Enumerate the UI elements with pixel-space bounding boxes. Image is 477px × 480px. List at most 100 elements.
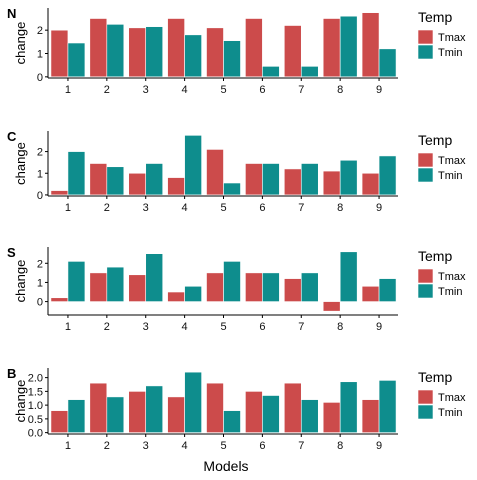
bar-tmin-6 (262, 272, 280, 302)
bar-tmin-4 (184, 34, 202, 78)
x-tick-label: 7 (298, 321, 304, 333)
bar-tmax-6 (245, 18, 263, 78)
y-tick-label: 0.0 (28, 428, 43, 440)
bar-tmin-8 (339, 15, 358, 78)
y-axis-title: change (13, 142, 28, 185)
bar-tmin-6 (262, 66, 280, 78)
legend-label-tmin: Tmin (438, 286, 462, 298)
x-tick-label: 1 (65, 202, 71, 214)
bar-tmin-4 (184, 285, 202, 302)
bar-tmax-7 (283, 382, 302, 433)
x-tick-label: 2 (104, 440, 110, 452)
x-axis-title: Models (203, 458, 248, 474)
x-tick-label: 5 (220, 321, 226, 333)
y-tick-label: 1 (37, 168, 43, 180)
y-tick-label: 1.5 (28, 386, 43, 398)
y-tick-label: 2.0 (28, 373, 43, 385)
bar-tmin-7 (300, 399, 319, 433)
x-tick-label: 2 (104, 202, 110, 214)
x-tick-label: 5 (220, 440, 226, 452)
bar-tmin-8 (339, 381, 358, 433)
bar-tmin-2 (106, 166, 125, 196)
bar-tmin-5 (223, 261, 241, 302)
legend-title: Temp (418, 369, 452, 385)
x-tick-label: 1 (65, 440, 71, 452)
legend-label-tmin: Tmin (438, 47, 462, 59)
legend-key-tmin (417, 167, 434, 183)
x-tick-label: 8 (337, 202, 343, 214)
bar-tmin-4 (184, 371, 202, 433)
x-tick-label: 6 (259, 84, 265, 96)
legend-label-tmin: Tmin (438, 407, 462, 419)
legend-label-tmax: Tmax (438, 155, 466, 167)
bar-tmax-5 (206, 27, 224, 78)
legend-title: Temp (418, 9, 452, 25)
x-tick-label: 4 (182, 84, 188, 96)
y-tick-label: 0 (37, 190, 43, 202)
bar-tmin-4 (184, 135, 202, 196)
y-tick-label: 0.5 (28, 414, 43, 426)
bar-tmax-3 (128, 27, 147, 78)
legend-key-tmin (417, 283, 434, 299)
bar-tmax-4 (167, 291, 185, 302)
bar-tmin-1 (67, 42, 86, 78)
legend-label-tmax: Tmax (438, 271, 466, 283)
bar-tmax-3 (128, 391, 147, 433)
legend-title: Temp (418, 248, 452, 264)
x-tick-label: 2 (104, 84, 110, 96)
bar-tmax-6 (245, 163, 263, 196)
x-tick-label: 3 (143, 202, 149, 214)
legend-key-tmax (417, 152, 434, 168)
bar-tmax-2 (89, 163, 108, 196)
x-tick-label: 1 (65, 84, 71, 96)
bar-tmin-6 (262, 395, 280, 433)
bar-tmin-2 (106, 24, 125, 78)
bar-tmin-5 (223, 182, 241, 196)
bar-tmax-7 (283, 278, 302, 302)
bar-tmin-6 (262, 163, 280, 196)
panel-label: N (7, 6, 16, 21)
x-tick-label: 1 (65, 321, 71, 333)
bar-tmax-4 (167, 177, 185, 196)
bar-tmin-7 (300, 66, 319, 78)
bar-tmin-9 (378, 380, 397, 433)
y-tick-label: 2 (37, 258, 43, 270)
bar-tmax-1 (50, 29, 69, 78)
bar-tmax-5 (206, 382, 224, 433)
bar-tmin-3 (145, 253, 164, 302)
bar-tmax-8 (322, 301, 341, 312)
legend-key-tmin (417, 404, 434, 420)
bar-tmin-3 (145, 26, 164, 78)
bar-tmin-1 (67, 261, 86, 302)
bar-tmin-9 (378, 278, 397, 302)
x-tick-label: 5 (220, 84, 226, 96)
x-tick-label: 3 (143, 84, 149, 96)
legend-key-tmax (417, 389, 434, 405)
x-tick-label: 4 (182, 202, 188, 214)
bar-tmin-2 (106, 396, 125, 433)
bar-tmax-1 (50, 190, 69, 196)
bar-tmax-9 (361, 172, 380, 196)
x-tick-label: 4 (182, 440, 188, 452)
x-tick-label: 3 (143, 321, 149, 333)
x-tick-label: 8 (337, 84, 343, 96)
bar-tmin-1 (67, 151, 86, 196)
bar-tmax-1 (50, 297, 69, 302)
bar-tmax-3 (128, 172, 147, 196)
y-tick-label: 1 (37, 49, 43, 61)
bar-tmax-1 (50, 410, 69, 433)
bar-tmax-7 (283, 168, 302, 196)
panel-label: B (7, 366, 16, 381)
legend-label-tmax: Tmax (438, 392, 466, 404)
bar-tmax-4 (167, 18, 185, 78)
x-tick-label: 2 (104, 321, 110, 333)
bar-tmax-7 (283, 25, 302, 78)
bar-tmax-4 (167, 396, 185, 433)
panel-label: S (7, 245, 16, 260)
legend-title: Temp (418, 132, 452, 148)
y-axis-title: change (13, 22, 28, 65)
bar-tmax-5 (206, 149, 224, 196)
x-tick-label: 9 (376, 202, 382, 214)
bar-tmin-5 (223, 40, 241, 78)
